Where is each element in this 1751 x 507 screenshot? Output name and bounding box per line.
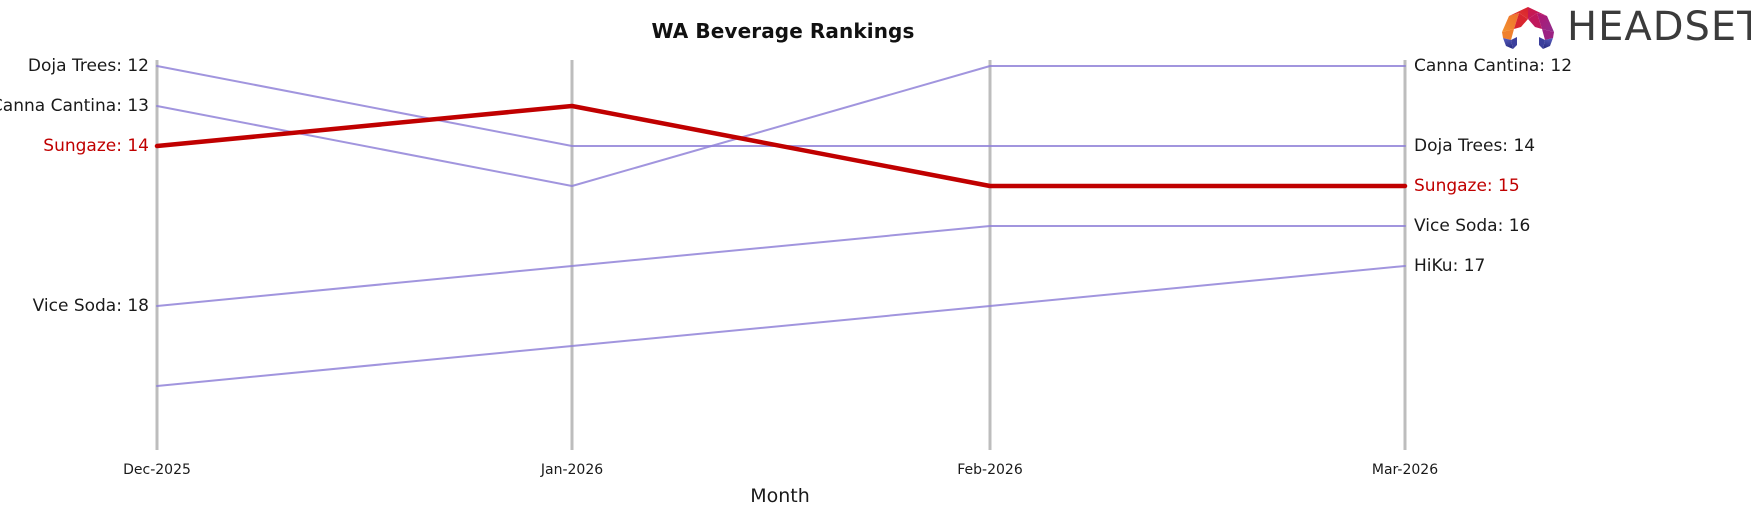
right-series-label: Canna Cantina: 12: [1414, 56, 1573, 76]
right-series-label: Sungaze: 15: [1414, 176, 1520, 196]
right-series-label: Vice Soda: 16: [1414, 216, 1531, 236]
x-tick-Jan-2026: Jan-2026: [540, 462, 604, 478]
x-tick-Feb-2026: Feb-2026: [957, 462, 1023, 478]
right-series-label: Doja Trees: 14: [1414, 136, 1536, 156]
brand-logo: HEADSET: [1497, 2, 1751, 50]
axis-lines: [155, 60, 1407, 450]
series-line-vice-soda: [156, 225, 1406, 307]
x-tick-Mar-2026: Mar-2026: [1371, 462, 1439, 478]
x-tick-Dec-2025: Dec-2025: [123, 462, 191, 478]
series-lines: [154, 65, 1408, 387]
series-line-canna-cantina: [156, 65, 1406, 187]
left-series-label: Sungaze: 14: [43, 136, 149, 156]
series-line-doja-trees: [156, 65, 1406, 147]
page-title: WA Beverage Rankings: [651, 19, 915, 43]
right-series-label: HiKu: 17: [1414, 256, 1486, 276]
left-series-label: Vice Soda: 18: [32, 296, 149, 316]
series-line-sungaze: [154, 103, 1408, 189]
brand-wordmark: HEADSET: [1567, 4, 1751, 50]
left-series-label: Canna Cantina: 13: [0, 96, 149, 116]
x-axis-title: Month: [750, 485, 810, 507]
headset-arch-logo-icon: [1502, 7, 1554, 49]
left-series-label: Doja Trees: 12: [27, 56, 149, 76]
series-line-hiku: [156, 265, 1406, 387]
